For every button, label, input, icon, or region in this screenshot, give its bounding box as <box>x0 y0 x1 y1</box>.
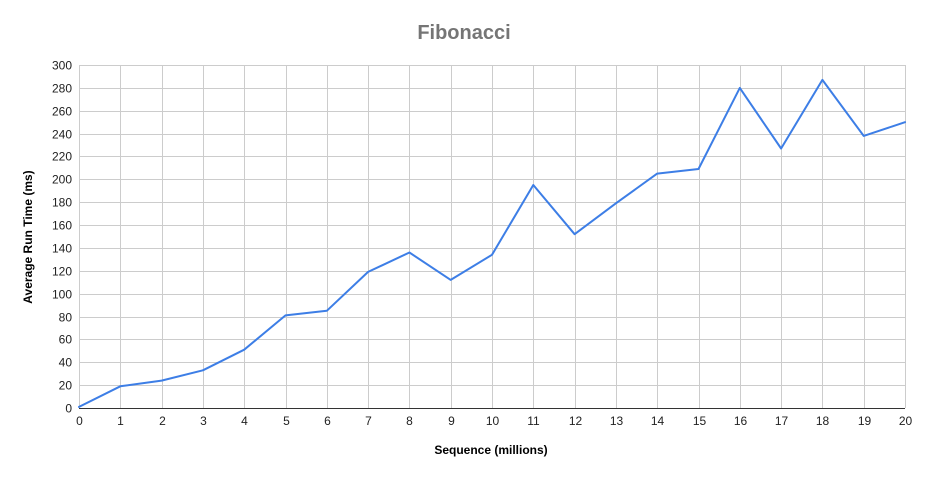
data-point <box>614 201 618 205</box>
y-tick-label: 180 <box>52 196 72 210</box>
x-axis-ticks: 0 1 2 3 4 5 6 7 8 9 10 11 12 13 14 15 16 17 18 19 20 <box>76 414 912 428</box>
y-axis-title: Average Run Time (ms) <box>21 170 35 303</box>
data-point <box>903 120 907 124</box>
y-tick-label: 240 <box>52 128 72 142</box>
y-axis-ticks: 0 20 40 60 80 100 120 140 160 180 200 220 240 260 280 3… <box>52 59 72 416</box>
data-point <box>573 232 577 236</box>
data-point <box>366 270 370 274</box>
y-tick-label: 260 <box>52 105 72 119</box>
x-tick-label: 16 <box>734 414 748 428</box>
y-tick-label: 300 <box>52 59 72 73</box>
x-tick-label: 0 <box>76 414 83 428</box>
y-tick-label: 200 <box>52 173 72 187</box>
x-tick-label: 12 <box>569 414 583 428</box>
data-point <box>201 368 205 372</box>
x-tick-label: 13 <box>610 414 624 428</box>
data-point <box>531 183 535 187</box>
data-point <box>655 172 659 176</box>
y-tick-label: 40 <box>59 356 73 370</box>
x-tick-label: 20 <box>899 414 913 428</box>
data-point <box>325 309 329 313</box>
y-tick-label: 120 <box>52 265 72 279</box>
data-point <box>160 379 164 383</box>
x-tick-label: 17 <box>775 414 789 428</box>
y-tick-label: 140 <box>52 242 72 256</box>
y-tick-label: 60 <box>59 333 73 347</box>
x-tick-label: 1 <box>117 414 124 428</box>
data-point <box>284 313 288 317</box>
y-tick-label: 0 <box>65 402 72 416</box>
data-point <box>697 167 701 171</box>
x-tick-label: 19 <box>858 414 872 428</box>
x-tick-label: 15 <box>693 414 707 428</box>
x-tick-label: 18 <box>816 414 830 428</box>
y-tick-label: 20 <box>59 379 73 393</box>
x-tick-label: 7 <box>365 414 372 428</box>
data-point <box>449 278 453 282</box>
x-tick-label: 5 <box>283 414 290 428</box>
x-tick-label: 4 <box>241 414 248 428</box>
data-point <box>407 251 411 255</box>
chart-title: Fibonacci <box>417 22 510 44</box>
data-point <box>820 78 824 82</box>
data-point <box>242 348 246 352</box>
data-point <box>490 253 494 257</box>
x-tick-label: 10 <box>486 414 500 428</box>
x-tick-label: 3 <box>200 414 207 428</box>
data-point <box>738 86 742 90</box>
x-tick-label: 2 <box>159 414 166 428</box>
x-axis-title: Sequence (millions) <box>434 443 547 457</box>
x-tick-label: 11 <box>527 414 540 428</box>
y-tick-label: 160 <box>52 219 72 233</box>
data-point <box>118 384 122 388</box>
series-layer <box>77 78 907 409</box>
y-tick-label: 80 <box>59 311 73 325</box>
x-tick-label: 8 <box>406 414 413 428</box>
data-point <box>779 147 783 151</box>
y-tick-label: 280 <box>52 82 72 96</box>
series-line <box>78 78 906 408</box>
data-point <box>862 134 866 138</box>
y-tick-label: 100 <box>52 288 72 302</box>
x-tick-label: 6 <box>324 414 331 428</box>
data-point <box>77 405 81 409</box>
x-tick-label: 9 <box>448 414 455 428</box>
x-tick-label: 14 <box>651 414 665 428</box>
grid <box>79 65 906 409</box>
y-tick-label: 220 <box>52 150 72 164</box>
